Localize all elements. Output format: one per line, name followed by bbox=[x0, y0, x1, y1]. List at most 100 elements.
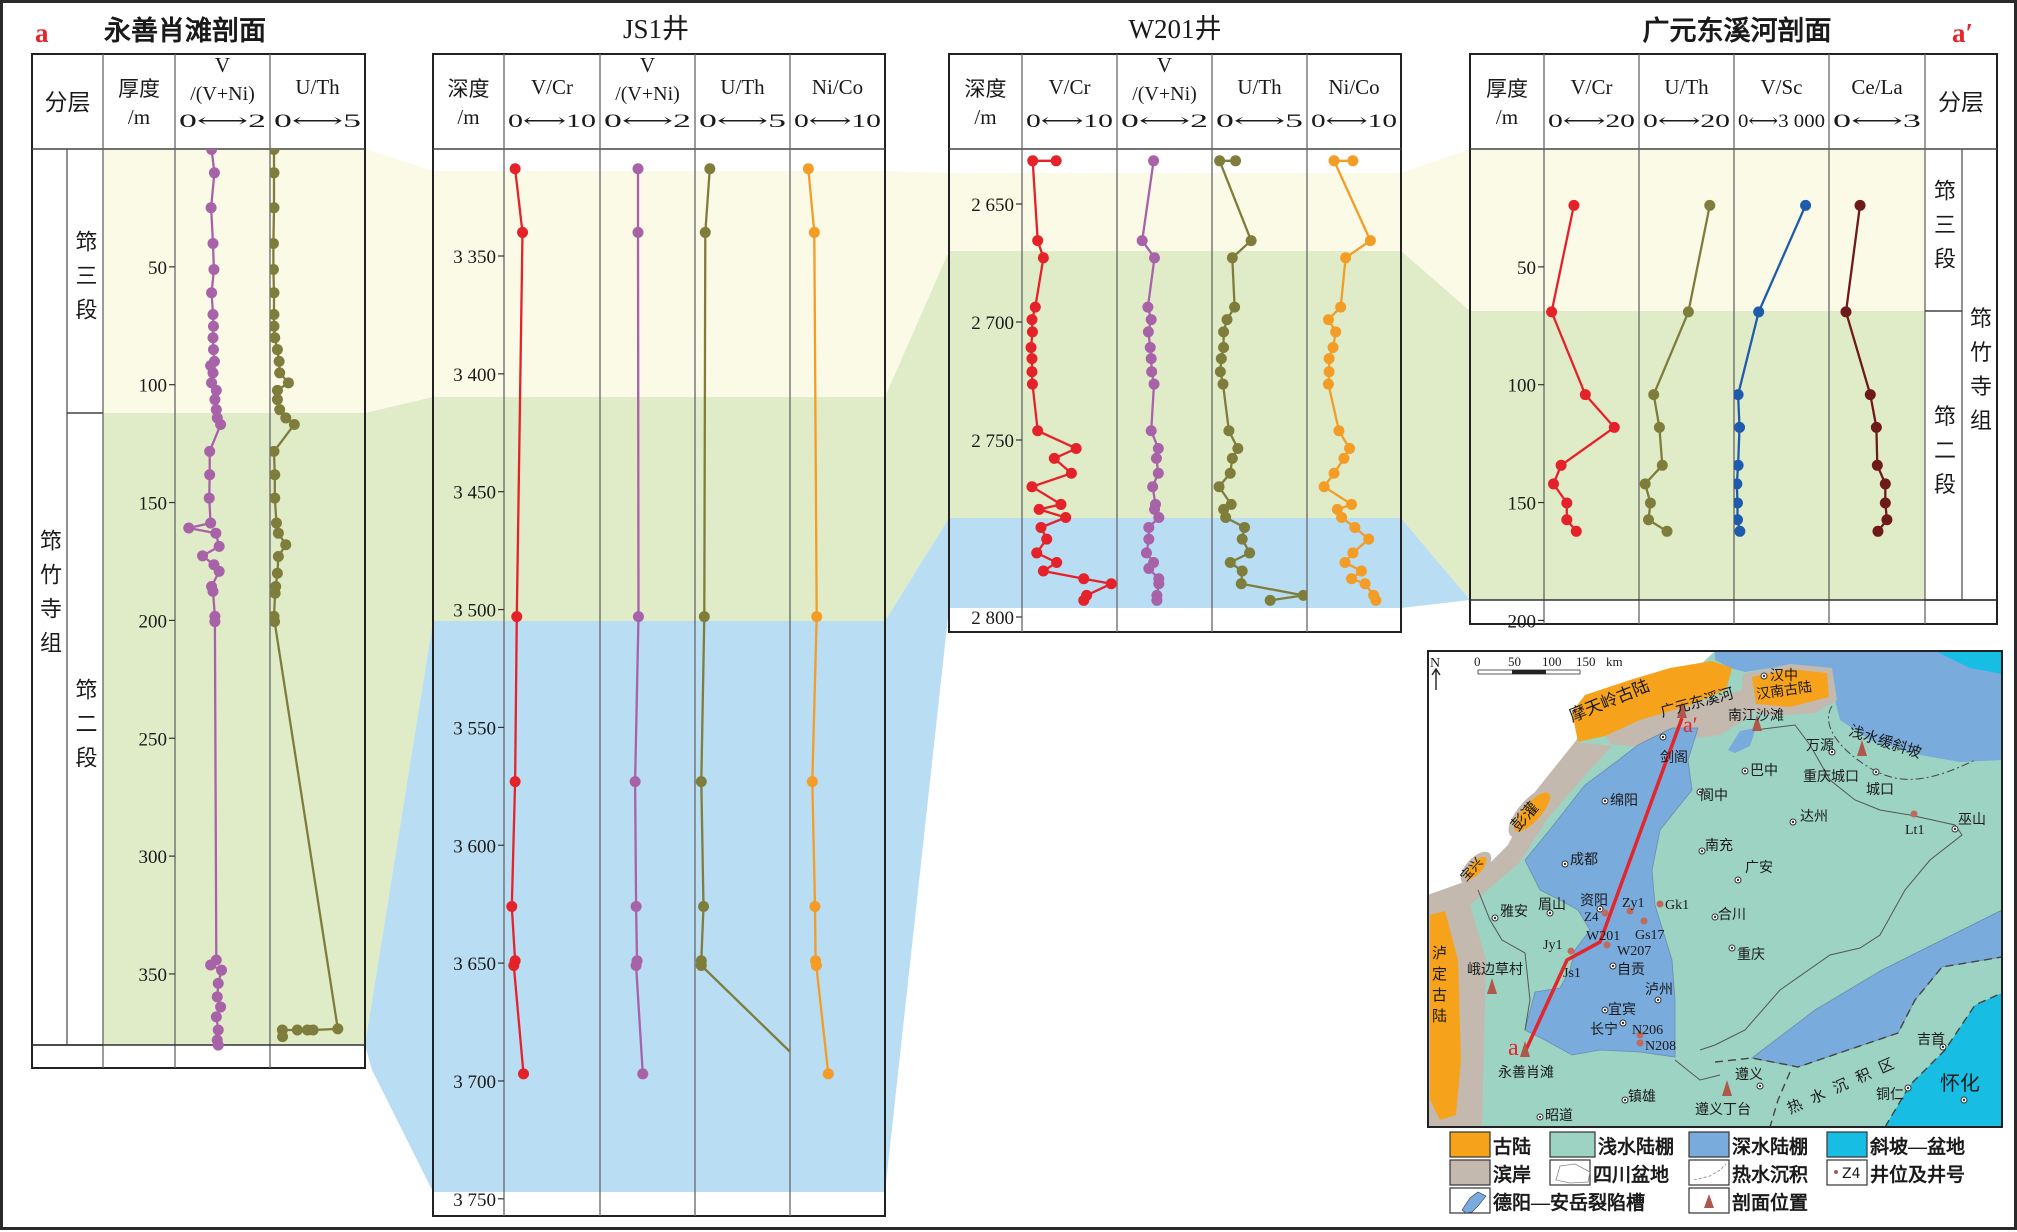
data-point bbox=[1143, 521, 1155, 533]
data-point bbox=[1734, 514, 1743, 526]
map-label: 遵义丁台 bbox=[1695, 1101, 1751, 1118]
well-swatch-icon bbox=[1834, 1170, 1838, 1174]
city-marker-dot bbox=[1548, 911, 1552, 915]
scale-tick-label: 50 bbox=[1508, 654, 1521, 669]
data-point bbox=[1150, 452, 1162, 464]
data-point bbox=[1800, 199, 1812, 211]
data-point bbox=[1035, 521, 1047, 533]
hannan-old-land bbox=[1752, 669, 1829, 707]
data-point bbox=[1359, 578, 1371, 590]
city-marker-dot bbox=[1713, 915, 1717, 919]
series-Ce/La bbox=[1840, 199, 1893, 537]
series-U/Th bbox=[270, 149, 344, 1043]
deep-shelf-north bbox=[1715, 651, 2002, 762]
data-point bbox=[1840, 306, 1852, 318]
series-range-label: 0⟷5 bbox=[699, 111, 786, 132]
data-point bbox=[1142, 326, 1154, 338]
data-point bbox=[1070, 442, 1082, 454]
data-point bbox=[1639, 478, 1651, 490]
well-marker-icon bbox=[1910, 810, 1918, 818]
sichuan-basin-swatch-icon bbox=[1555, 1163, 1591, 1184]
series-range-label: 0⟷2 bbox=[179, 111, 266, 132]
data-point bbox=[1264, 594, 1276, 606]
data-point bbox=[270, 445, 280, 457]
hydrothermal-boundary bbox=[1714, 956, 2002, 1068]
correlation-band-band_middle bbox=[1401, 251, 1470, 600]
land-outside-area bbox=[1428, 651, 1715, 895]
depth-tick-label: 350 bbox=[139, 965, 168, 986]
data-point bbox=[1065, 467, 1077, 479]
map-label: 遵义 bbox=[1735, 1066, 1763, 1083]
series-header: U/Th bbox=[1237, 75, 1282, 99]
data-point bbox=[1548, 478, 1559, 490]
legend-swatch-slope-basin bbox=[1826, 1131, 1868, 1158]
city-marker-dot bbox=[1906, 1086, 1910, 1090]
series-header-sub: /(V+Ni) bbox=[190, 83, 255, 105]
correlation-bands bbox=[365, 149, 1470, 1192]
correlation-band-band_upper bbox=[885, 171, 949, 397]
data-point bbox=[270, 517, 282, 529]
data-point bbox=[273, 355, 285, 367]
data-point bbox=[1854, 199, 1866, 211]
north-label: N bbox=[1430, 656, 1440, 671]
data-point bbox=[1328, 155, 1340, 167]
map-label: Zy1 bbox=[1622, 896, 1645, 911]
data-point bbox=[1145, 353, 1157, 365]
city-marker-dot bbox=[1698, 790, 1702, 794]
data-point bbox=[1346, 498, 1358, 510]
data-point bbox=[271, 344, 283, 356]
data-point bbox=[1218, 326, 1230, 338]
data-point bbox=[1734, 421, 1746, 433]
section-position-icon bbox=[1752, 715, 1762, 731]
panel-title-js1: JS1井 bbox=[623, 14, 689, 44]
legend-swatch-well-location bbox=[1826, 1159, 1868, 1186]
data-point bbox=[1033, 503, 1045, 515]
data-point bbox=[1220, 512, 1232, 524]
data-point bbox=[1037, 565, 1049, 577]
data-point bbox=[207, 367, 219, 379]
map-label: 汉南古陆 bbox=[1755, 679, 1813, 703]
series-header: U/Th bbox=[295, 75, 340, 99]
series-range-label: 0⟷2 bbox=[604, 111, 691, 132]
data-point bbox=[1579, 389, 1591, 401]
data-point bbox=[1226, 452, 1238, 464]
map-label: 达州 bbox=[1800, 809, 1828, 825]
depth-tick-label: 3 550 bbox=[453, 718, 496, 739]
map-label: 镇雄 bbox=[1628, 1089, 1656, 1105]
depth-tick-label: 200 bbox=[139, 611, 168, 632]
depth-tick-label: 3 700 bbox=[453, 1072, 496, 1093]
city-marker-dot bbox=[1563, 862, 1567, 866]
data-point bbox=[1136, 235, 1148, 247]
data-point bbox=[280, 412, 292, 424]
depth-tick-label: 100 bbox=[139, 376, 168, 397]
data-point bbox=[1561, 514, 1573, 526]
city-marker-dot bbox=[1743, 769, 1747, 773]
correlation-band-band_middle bbox=[365, 397, 433, 1045]
series-header: V/Cr bbox=[1571, 75, 1613, 99]
series-range-label: 0⟷10 bbox=[1311, 111, 1397, 132]
city-marker-dot bbox=[1623, 1098, 1627, 1102]
city-marker-dot bbox=[1736, 878, 1740, 882]
well-marker-icon bbox=[1636, 1039, 1644, 1047]
depth-tick-label: 50 bbox=[148, 258, 167, 279]
legend-label-section-position: 剖面位置 bbox=[1732, 1191, 1808, 1214]
data-point bbox=[1078, 573, 1090, 585]
data-point bbox=[207, 238, 219, 250]
depth-header-unit: /m bbox=[1496, 105, 1518, 129]
data-point bbox=[272, 551, 284, 563]
data-point bbox=[1037, 252, 1049, 264]
facies-band bbox=[1470, 311, 1925, 600]
data-point bbox=[517, 1068, 529, 1080]
legend-label-beach: 滨岸 bbox=[1493, 1163, 1531, 1186]
data-point bbox=[1879, 478, 1891, 490]
city-marker-dot bbox=[1762, 674, 1766, 678]
city-marker-dot bbox=[1656, 998, 1660, 1002]
series-V/(V+Ni) bbox=[183, 149, 228, 1051]
map-label: Jy1 bbox=[1543, 938, 1562, 953]
data-point bbox=[270, 287, 280, 299]
member-label: 筇三段 bbox=[1931, 179, 1956, 281]
map-label: 吉首 bbox=[1917, 1032, 1945, 1048]
data-point bbox=[216, 964, 228, 976]
series-U/Th bbox=[1639, 199, 1716, 537]
